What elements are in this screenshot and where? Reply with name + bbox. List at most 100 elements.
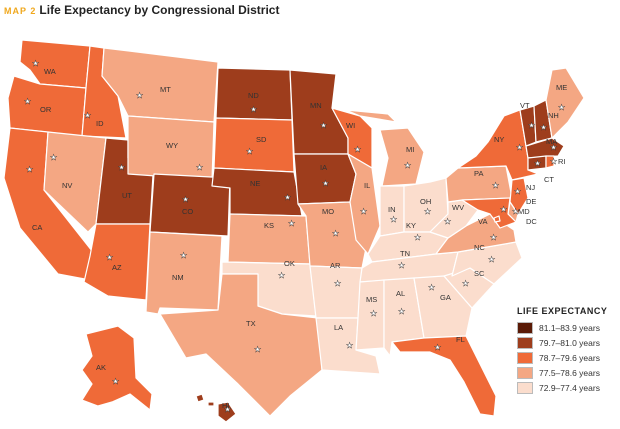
capital-star-icon: ★ bbox=[550, 157, 557, 166]
capital-star-icon: ★ bbox=[288, 219, 295, 228]
capital-star-icon: ★ bbox=[488, 255, 495, 264]
state-label-ak: AK bbox=[96, 363, 106, 372]
state-co[interactable] bbox=[149, 173, 231, 237]
state-label-or: OR bbox=[40, 105, 52, 114]
state-label-il: IL bbox=[364, 181, 370, 190]
legend-title: LIFE EXPECTANCY bbox=[517, 306, 608, 316]
state-label-ne: NE bbox=[250, 179, 260, 188]
state-label-nj: NJ bbox=[526, 183, 535, 192]
capital-star-icon: ★ bbox=[26, 165, 33, 174]
state-label-al: AL bbox=[396, 289, 405, 298]
capital-star-icon: ★ bbox=[514, 187, 521, 196]
capital-star-icon: ★ bbox=[196, 163, 203, 172]
state-label-mo: MO bbox=[322, 207, 334, 216]
state-dc[interactable] bbox=[493, 215, 501, 223]
legend-swatch bbox=[517, 366, 533, 379]
state-label-hi: HI bbox=[222, 401, 230, 410]
capital-star-icon: ★ bbox=[246, 147, 253, 156]
legend-swatch bbox=[517, 351, 533, 364]
state-md[interactable] bbox=[461, 197, 517, 229]
capital-star-icon: ★ bbox=[322, 179, 329, 188]
capital-star-icon: ★ bbox=[428, 283, 435, 292]
state-capital-stars: ★ ★ ★ ★ ★ ★ ★ ★ ★ ★ ★ ★ ★ ★ ★ ★ ★ ★ ★ ★ … bbox=[24, 59, 566, 414]
capital-star-icon: ★ bbox=[462, 279, 469, 288]
capital-star-icon: ★ bbox=[398, 261, 405, 270]
state-label-de: DE bbox=[526, 197, 536, 206]
state-label-id: ID bbox=[96, 119, 104, 128]
state-label-ri: RI bbox=[558, 157, 566, 166]
state-label-md: MD bbox=[518, 207, 530, 216]
state-label-tx: TX bbox=[246, 319, 256, 328]
state-label-ia: IA bbox=[320, 163, 327, 172]
legend-label: 81.1–83.9 years bbox=[539, 322, 600, 333]
capital-star-icon: ★ bbox=[24, 97, 31, 106]
capital-star-icon: ★ bbox=[118, 163, 125, 172]
state-label-ar: AR bbox=[330, 261, 341, 270]
capital-star-icon: ★ bbox=[332, 229, 339, 238]
capital-star-icon: ★ bbox=[320, 121, 327, 130]
state-tx[interactable] bbox=[159, 273, 323, 417]
capital-star-icon: ★ bbox=[398, 307, 405, 316]
state-label-mi: MI bbox=[406, 145, 414, 154]
state-sd[interactable] bbox=[213, 117, 295, 173]
state-label-ok: OK bbox=[284, 259, 295, 268]
state-label-ky: KY bbox=[406, 221, 416, 230]
state-label-ms: MS bbox=[366, 295, 377, 304]
state-label-tn: TN bbox=[400, 249, 410, 258]
states-layer bbox=[3, 39, 585, 423]
state-label-mn: MN bbox=[310, 101, 322, 110]
state-nv[interactable] bbox=[43, 131, 107, 233]
legend-swatch bbox=[517, 336, 533, 349]
state-fl[interactable] bbox=[391, 335, 497, 417]
state-label-oh: OH bbox=[420, 197, 431, 206]
capital-star-icon: ★ bbox=[334, 279, 341, 288]
state-label-wa: WA bbox=[44, 67, 56, 76]
capital-star-icon: ★ bbox=[84, 111, 91, 120]
capital-star-icon: ★ bbox=[550, 143, 557, 152]
capital-star-icon: ★ bbox=[32, 59, 39, 68]
state-az[interactable] bbox=[83, 223, 151, 301]
state-label-ks: KS bbox=[264, 221, 274, 230]
capital-star-icon: ★ bbox=[490, 233, 497, 242]
state-ri[interactable] bbox=[545, 155, 555, 169]
state-ar[interactable] bbox=[309, 265, 363, 319]
capital-star-icon: ★ bbox=[540, 123, 547, 132]
state-label-nv: NV bbox=[62, 181, 72, 190]
state-label-fl: FL bbox=[456, 335, 465, 344]
state-hi[interactable] bbox=[195, 393, 237, 423]
us-map: WA OR CA ID NV AZ UT MT WY CO NM ND SD N… bbox=[3, 39, 585, 423]
capital-star-icon: ★ bbox=[512, 207, 519, 216]
capital-star-icon: ★ bbox=[180, 251, 187, 260]
capital-star-icon: ★ bbox=[182, 195, 189, 204]
legend-item: 78.7–79.6 years bbox=[517, 350, 617, 365]
state-label-nc: NC bbox=[474, 243, 485, 252]
state-ms[interactable] bbox=[355, 279, 385, 351]
capital-star-icon: ★ bbox=[354, 145, 361, 154]
capital-star-icon: ★ bbox=[424, 207, 431, 216]
capital-star-icon: ★ bbox=[528, 121, 535, 130]
map-number-label: MAP 2 bbox=[4, 6, 37, 16]
legend-item: 81.1–83.9 years bbox=[517, 320, 617, 335]
capital-star-icon: ★ bbox=[106, 253, 113, 262]
state-label-ma: MA bbox=[546, 137, 557, 146]
state-label-me: ME bbox=[556, 83, 567, 92]
state-label-wv: WV bbox=[452, 203, 464, 212]
state-label-vt: VT bbox=[520, 101, 530, 110]
state-ma[interactable] bbox=[525, 137, 565, 159]
capital-star-icon: ★ bbox=[390, 215, 397, 224]
state-label-ct: CT bbox=[544, 175, 554, 184]
legend-label: 77.5–78.6 years bbox=[539, 367, 600, 378]
state-label-nm: NM bbox=[172, 273, 184, 282]
state-nm[interactable] bbox=[145, 231, 223, 315]
legend-item: 77.5–78.6 years bbox=[517, 365, 617, 380]
capital-star-icon: ★ bbox=[278, 271, 285, 280]
state-label-ut: UT bbox=[122, 191, 132, 200]
state-label-ny: NY bbox=[494, 135, 504, 144]
capital-star-icon: ★ bbox=[534, 159, 541, 168]
state-il[interactable] bbox=[347, 153, 381, 255]
legend-label: 72.9–77.4 years bbox=[539, 382, 600, 393]
state-label-sd: SD bbox=[256, 135, 267, 144]
state-ak[interactable] bbox=[81, 325, 153, 411]
capital-star-icon: ★ bbox=[136, 91, 143, 100]
state-label-dc: DC bbox=[526, 217, 537, 226]
